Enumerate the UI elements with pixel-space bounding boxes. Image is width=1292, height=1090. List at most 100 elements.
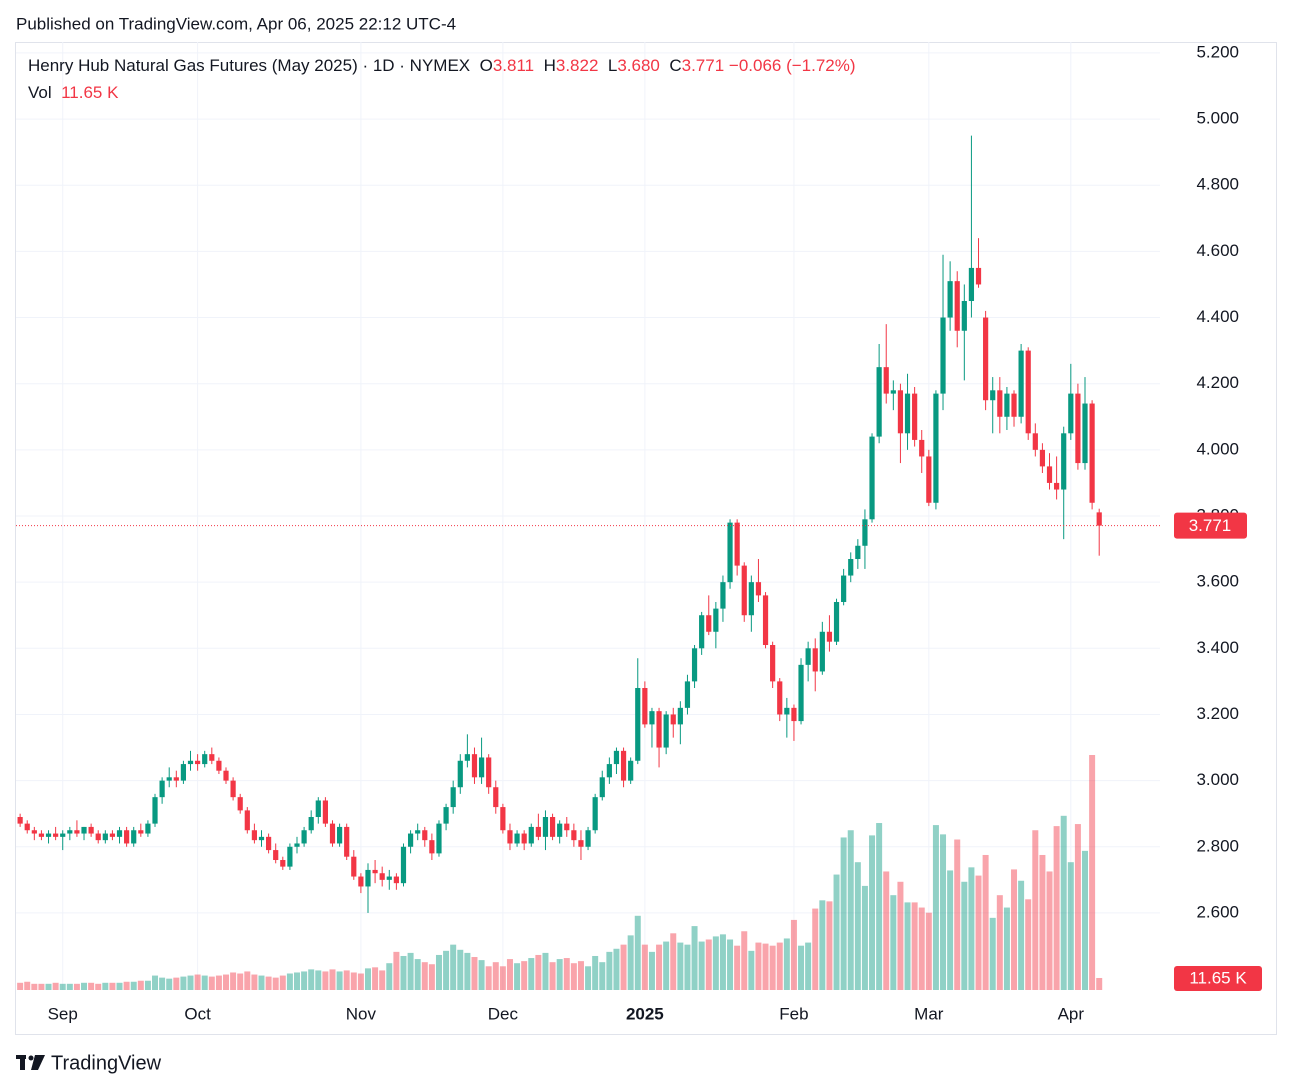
ohlc-name: O	[479, 56, 493, 75]
volume-bar	[592, 955, 599, 990]
volume-bar	[741, 931, 748, 990]
volume-bar	[826, 901, 833, 990]
volume-bar	[343, 970, 350, 990]
candle-body	[699, 615, 705, 649]
volume-bar	[996, 895, 1003, 990]
volume-bar	[152, 975, 159, 990]
volume-bar	[237, 973, 244, 990]
candle-body	[507, 830, 513, 844]
candle-body	[60, 833, 66, 837]
candle-body	[642, 688, 648, 725]
volume-bar	[428, 964, 435, 990]
candle-body	[833, 602, 840, 642]
volume-bar	[1096, 977, 1103, 990]
candle-body	[422, 830, 428, 841]
volume-bar	[1053, 826, 1060, 990]
volume-bar	[95, 983, 102, 990]
candle-body	[173, 777, 179, 781]
x-tick-label: 2025	[626, 1004, 664, 1023]
volume-bar	[727, 939, 734, 990]
candle-body	[31, 830, 37, 834]
candle-body	[159, 780, 165, 798]
candle-body	[826, 631, 833, 642]
candle-body	[549, 817, 556, 837]
candle-body	[741, 565, 747, 616]
volume-bar	[499, 966, 506, 990]
volume-bar	[478, 960, 485, 990]
volume-bar	[1046, 871, 1053, 990]
volume-bar	[244, 971, 251, 990]
symbol-title: Henry Hub Natural Gas Futures (May 2025)…	[28, 56, 471, 75]
volume-bar	[911, 902, 918, 990]
x-tick-label: Feb	[779, 1004, 808, 1023]
candle-body	[770, 645, 776, 682]
volume-bar	[223, 974, 230, 990]
volume-bar	[81, 982, 88, 990]
volume-bar	[187, 975, 194, 990]
volume-bar	[719, 934, 726, 990]
volume-bar	[159, 977, 166, 990]
volume-bar	[620, 944, 627, 990]
candle-body	[1018, 350, 1024, 417]
candle-body	[933, 393, 939, 503]
volume-bar	[890, 895, 897, 990]
candle-body	[663, 714, 669, 748]
volume-bar	[918, 907, 925, 990]
candle-body	[691, 648, 698, 682]
volume-bar	[755, 942, 762, 990]
volume-bar	[599, 962, 606, 990]
volume-bar	[102, 982, 109, 990]
y-tick-label: 3.600	[1196, 572, 1239, 591]
candle-body	[784, 707, 790, 715]
candle-body	[329, 823, 336, 844]
candle-layer	[17, 135, 1102, 913]
x-tick-label: Oct	[184, 1004, 211, 1023]
volume-bar	[769, 945, 776, 990]
candle-body	[812, 648, 818, 672]
y-tick-label: 4.400	[1196, 307, 1239, 326]
candle-body	[237, 797, 243, 811]
candle-body	[336, 826, 343, 844]
candle-body	[131, 830, 137, 844]
volume-bar	[698, 941, 705, 990]
candle-body	[95, 833, 101, 841]
candle-body	[358, 876, 364, 887]
volume-bar	[897, 881, 904, 990]
candle-body	[124, 830, 130, 844]
candle-body	[287, 846, 293, 867]
candle-body	[251, 830, 258, 841]
volume-bar	[173, 977, 180, 990]
candle-body	[628, 760, 634, 781]
x-tick-label: Nov	[346, 1004, 377, 1023]
volume-bar	[1011, 869, 1018, 990]
volume-bar	[606, 951, 613, 990]
candle-body	[1025, 350, 1031, 434]
volume-bar	[925, 912, 932, 990]
candle-body	[1039, 449, 1046, 467]
volume-bar	[450, 944, 457, 990]
candle-body	[805, 648, 811, 665]
volume-bar	[833, 874, 840, 990]
volume-bar	[1018, 880, 1025, 990]
candle-body	[223, 770, 229, 781]
candle-body	[734, 522, 740, 566]
y-tick-label: 2.600	[1196, 902, 1239, 921]
volume-bar	[230, 972, 237, 990]
volume-bar	[1003, 907, 1010, 990]
candle-body	[578, 840, 584, 847]
volume-bar	[144, 980, 151, 990]
candle-body	[571, 830, 577, 841]
volume-bar	[1060, 815, 1067, 990]
candle-body	[670, 714, 676, 725]
volume-box-label: 11.65 K	[1189, 968, 1247, 987]
volume-bar	[38, 983, 45, 990]
candle-body	[968, 267, 975, 301]
volume-bar	[407, 952, 414, 990]
ohlc-value: 3.811	[492, 56, 535, 75]
volume-bar	[350, 972, 357, 990]
volume-bar	[670, 933, 677, 990]
volume-bar	[570, 963, 577, 990]
volume-bar	[471, 957, 478, 990]
candle-body	[379, 873, 385, 880]
volume-bar	[656, 944, 663, 990]
